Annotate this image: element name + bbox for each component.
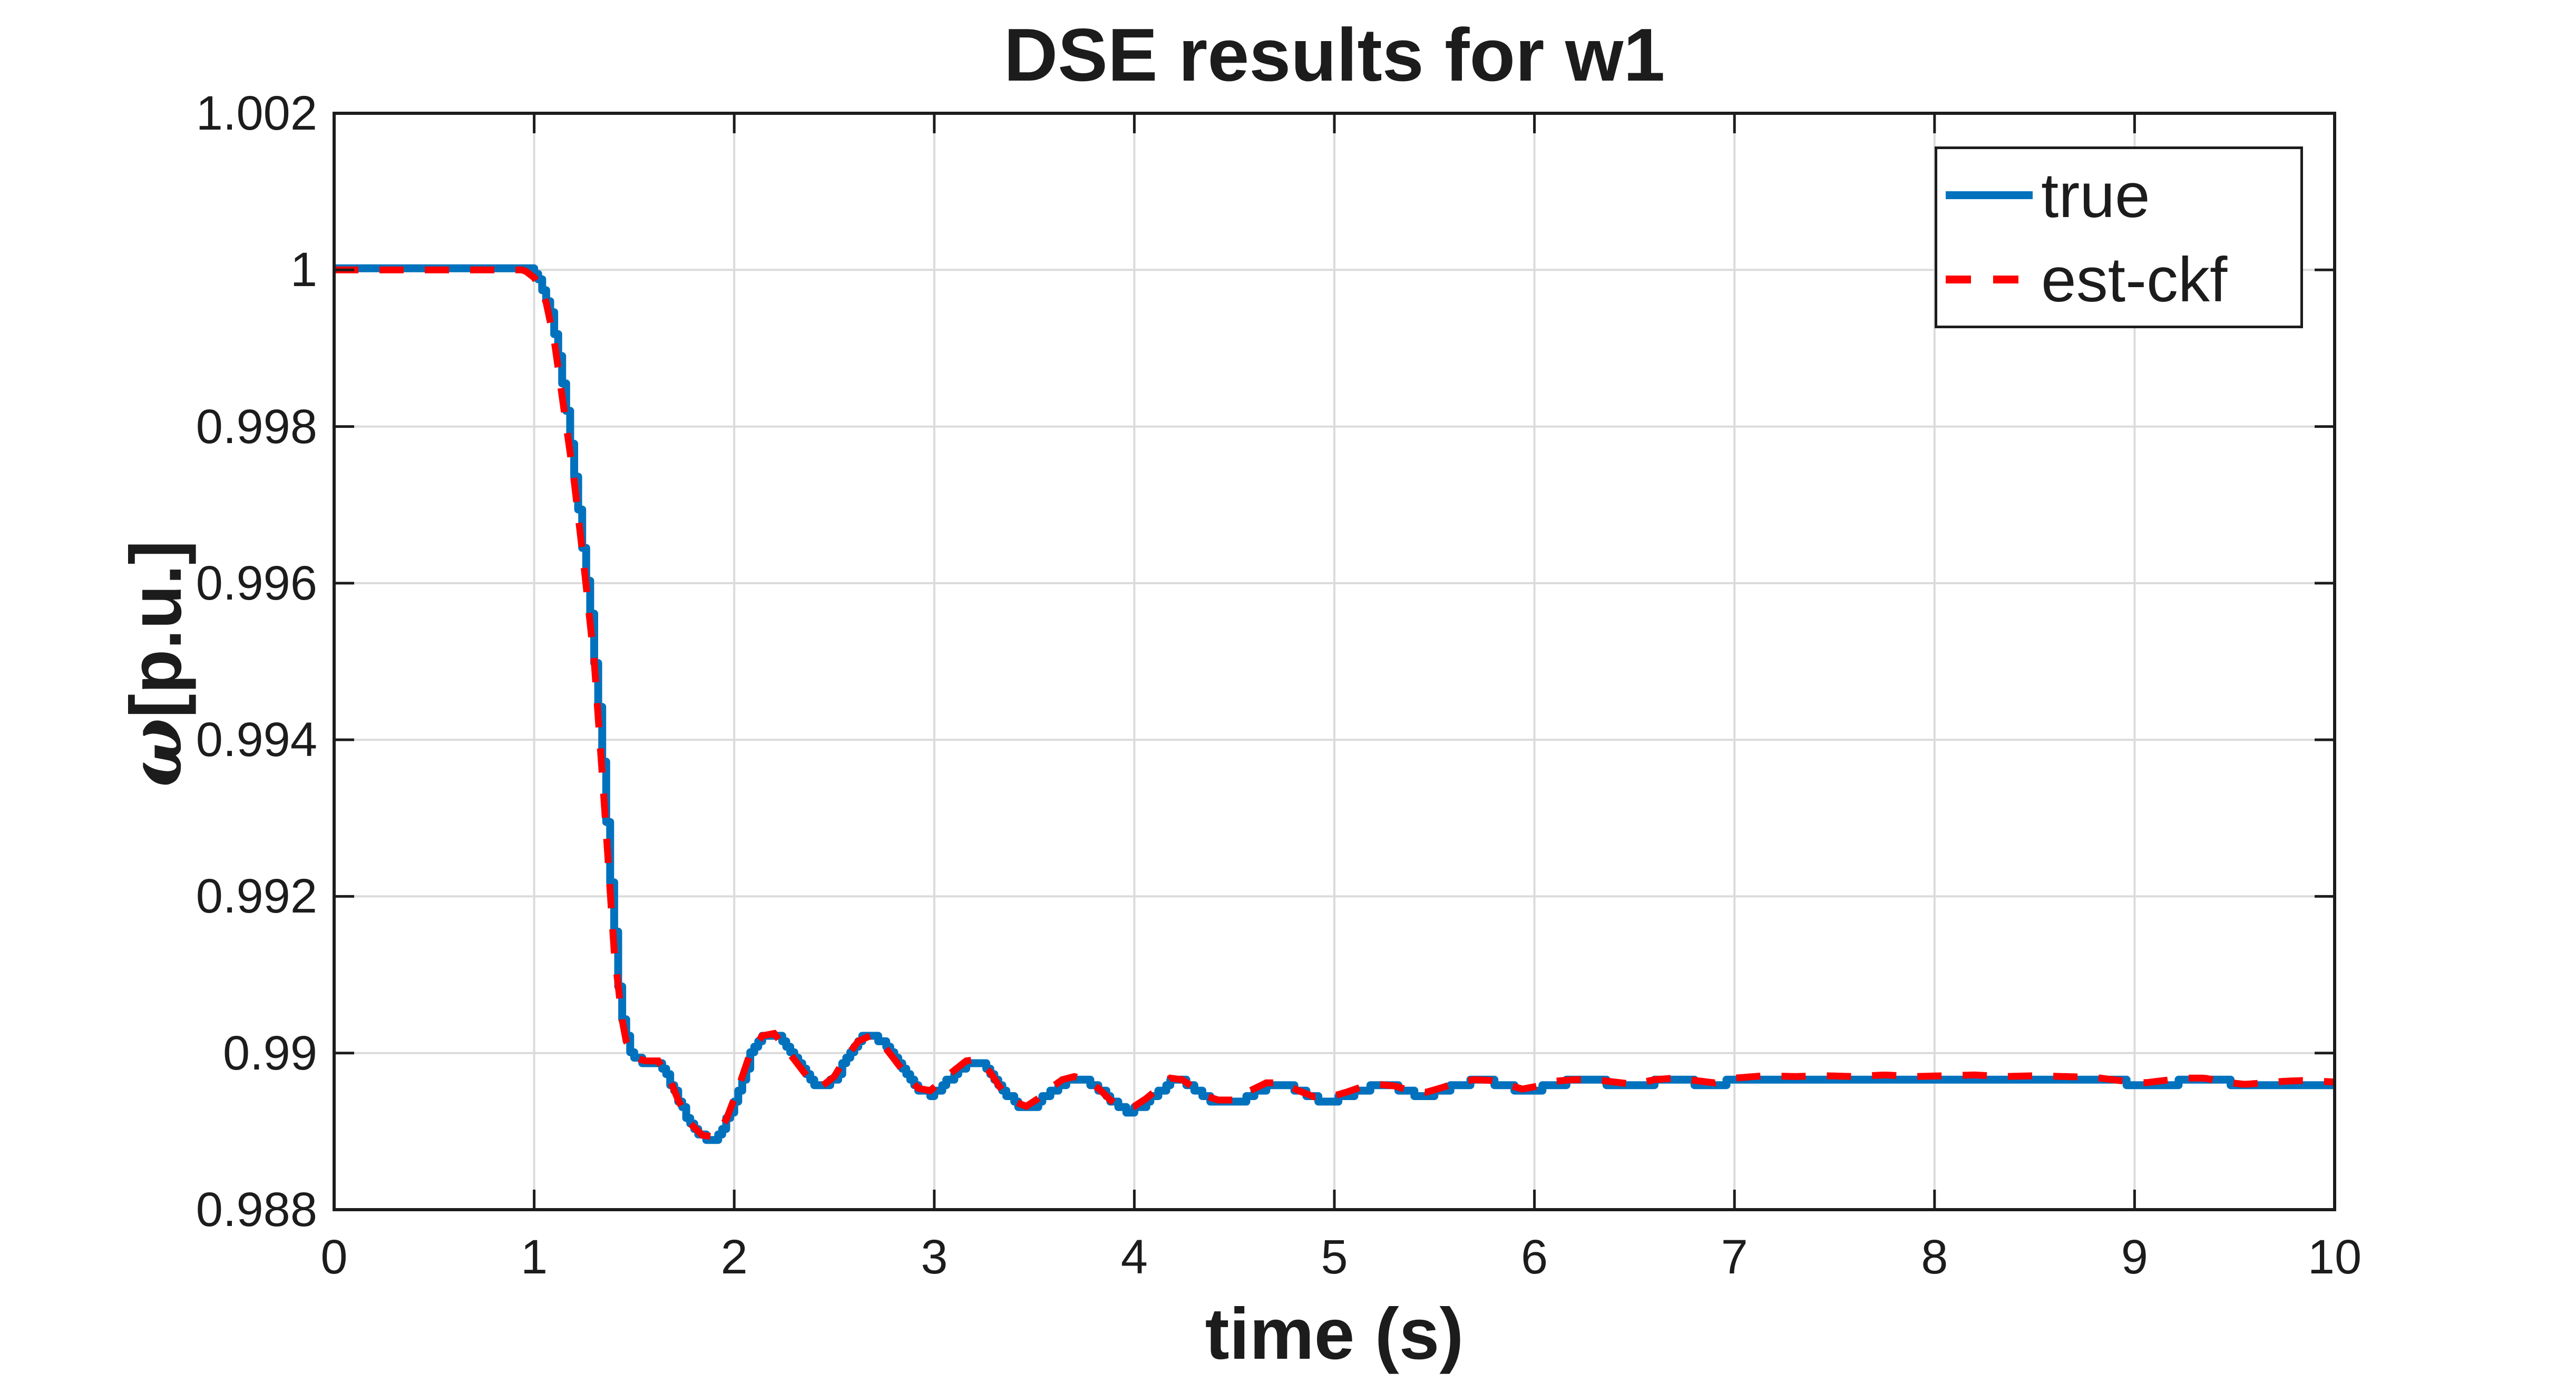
y-tick-label: 0.99 [222, 1026, 317, 1080]
x-tick-label: 9 [2121, 1230, 2148, 1284]
y-tick-label: 1 [290, 243, 317, 297]
legend-swatch-est-ckf-dashed-line [1946, 276, 2033, 283]
legend-item-est-ckf: est-ckf [1937, 248, 2300, 311]
x-tick-label: 1 [521, 1230, 548, 1284]
x-tick-label: 8 [1921, 1230, 1948, 1284]
y-tick-label: 0.988 [196, 1183, 317, 1237]
x-tick-label: 10 [2307, 1230, 2362, 1284]
x-tick-label: 7 [1721, 1230, 1748, 1284]
legend-label-true: true [2041, 160, 2150, 231]
y-tick-label: 0.996 [196, 556, 317, 610]
y-tick-label: 0.998 [196, 399, 317, 454]
axes-frame [333, 112, 2336, 1211]
y-tick-label: 0.994 [196, 713, 317, 767]
y-tick-label: 0.992 [196, 869, 317, 924]
legend-item-true: true [1937, 164, 2300, 227]
y-tick-label: 1.002 [196, 86, 317, 140]
x-axis-label: time (s) [1205, 1293, 1464, 1375]
chart-title: DSE results for w1 [1003, 13, 1665, 97]
x-tick-label: 3 [921, 1230, 948, 1284]
legend-swatch-true-line [1946, 191, 2033, 199]
legend-label-est-ckf: est-ckf [2041, 244, 2228, 315]
x-tick-label: 6 [1521, 1230, 1548, 1284]
x-tick-label: 2 [720, 1230, 748, 1284]
x-tick-label: 5 [1321, 1230, 1348, 1284]
x-tick-label: 0 [320, 1230, 348, 1284]
y-axis-label: ω[p.u.] [112, 427, 198, 901]
legend: true est-ckf [1935, 146, 2303, 328]
x-tick-label: 4 [1120, 1230, 1148, 1284]
